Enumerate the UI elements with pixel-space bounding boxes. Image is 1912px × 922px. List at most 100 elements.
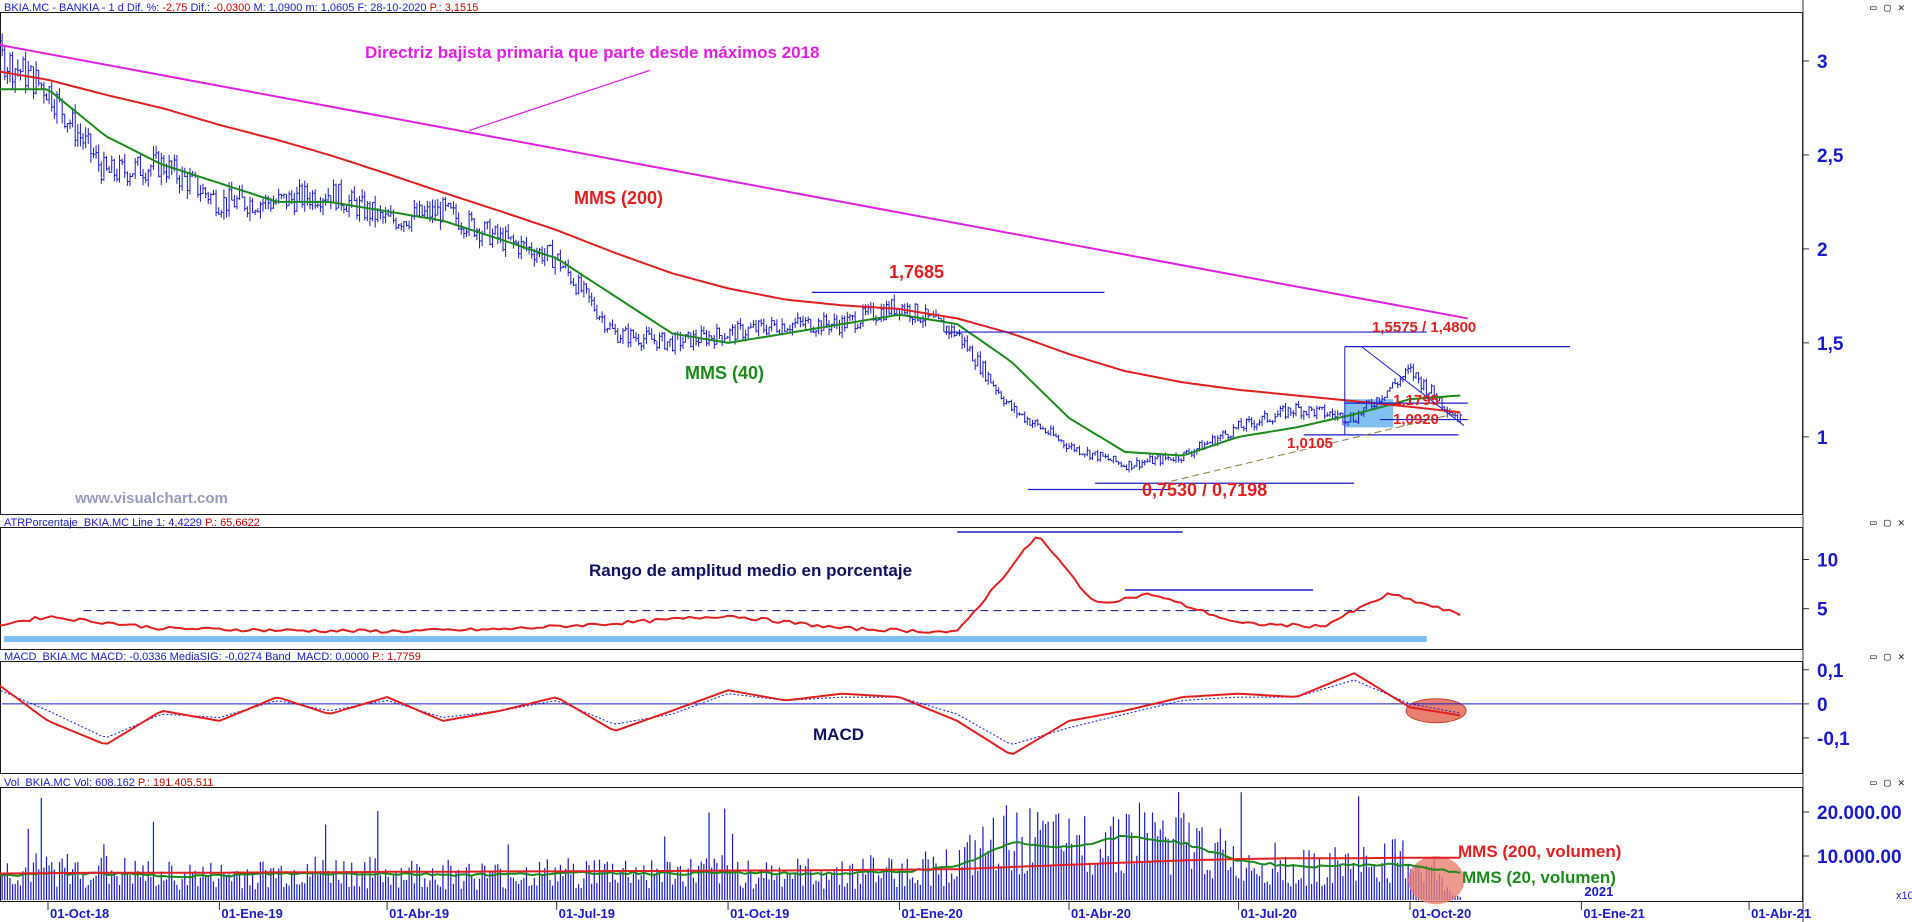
header-field: M: 1,0900 (250, 2, 302, 14)
price-ytick-label: 1 (1817, 428, 1828, 449)
close-button[interactable]: ✕ (1898, 516, 1905, 529)
close-button[interactable]: ✕ (1898, 1, 1905, 14)
level-mid-label: 1,5575 / 1,4800 (1372, 319, 1476, 336)
volume-panel-buttons: ▭ ▢ ✕ (1870, 776, 1905, 789)
xtick-label: 01-Ene-21 (1583, 906, 1644, 921)
header-field: F: 28-10-2020 (354, 2, 426, 14)
header-field: -0,0300 (210, 2, 250, 14)
header-field: Vol_BKIA.MC (4, 777, 71, 789)
maximize-button[interactable]: ▢ (1884, 776, 1891, 789)
maximize-button[interactable]: ▢ (1884, 650, 1891, 663)
maximize-button[interactable]: ▢ (1884, 1, 1891, 14)
axis-labels: 3 2,5 2 1,5 1 10 5 0,1 0 -0,1 20.000.00 10.000.00 01… (47, 52, 1902, 921)
level-c-label: 1,0105 (1287, 435, 1333, 452)
xtick-label: 01-Jul-20 (1241, 906, 1297, 921)
year-marker: 2021 (1584, 884, 1613, 899)
minimize-button[interactable]: ▭ (1870, 1, 1877, 14)
atr-header: ATRPorcentaje_BKIA.MC Line 1: 4,4229 P.:… (4, 517, 260, 529)
header-field: MediaSIG: -0,0274 (167, 651, 262, 663)
atr-ytick-label: 5 (1817, 600, 1828, 621)
header-field: BKIA.MC - BANKIA - 1 d (4, 2, 124, 14)
sma200-line (0, 70, 1461, 414)
price-ytick-label: 1,5 (1817, 334, 1844, 355)
volume-sma200-label: MMS (200, volumen) (1458, 842, 1621, 861)
header-field: P.: 1,7759 (369, 651, 421, 663)
macd-line (0, 672, 1461, 755)
minimize-button[interactable]: ▭ (1870, 776, 1877, 789)
macd-ytick-label: 0 (1817, 695, 1828, 716)
macd-ytick-label: 0,1 (1817, 661, 1844, 682)
volume-scale-badge: x10 (1896, 890, 1912, 902)
volume-sma20-label: MMS (20, volumen) (1462, 868, 1616, 887)
xtick-label: 01-Abr-19 (389, 906, 449, 921)
macd-panel-frame (0, 661, 1803, 774)
xtick-label: 01-Abr-21 (1751, 906, 1811, 921)
volume-bars (0, 792, 1461, 900)
atr-panel-buttons: ▭ ▢ ✕ (1870, 516, 1905, 529)
trendline (0, 44, 1468, 320)
volume-header: Vol_BKIA.MC Vol: 608.162 P.: 191.405.511 (4, 777, 213, 789)
macd-ytick-label: -0,1 (1817, 729, 1850, 750)
level-a-label: 1,1795 (1393, 392, 1439, 409)
trendline-pointer (468, 69, 651, 132)
xtick-label: 01-Abr-20 (1071, 906, 1131, 921)
price-plot (0, 30, 1571, 491)
price-panel-buttons: ▭ ▢ ✕ (1870, 1, 1905, 14)
minimize-button[interactable]: ▭ (1870, 516, 1877, 529)
volume-ytick-label: 10.000.00 (1817, 847, 1902, 868)
volume-sma200 (0, 856, 1461, 875)
atr-ytick-label: 10 (1817, 551, 1838, 572)
header-field: P.: 65,6622 (202, 517, 260, 529)
header-field: -2,75 (159, 2, 187, 14)
sma200-label: MMS (200) (574, 188, 663, 208)
xtick-label: 01-Oct-19 (730, 906, 789, 921)
macd-header: MACD_BKIA.MC MACD: -0,0336 MediaSIG: -0,… (4, 651, 421, 663)
price-ytick-label: 3 (1817, 52, 1828, 73)
atr-annotation: Rango de amplitud medio en porcentaje (589, 561, 912, 580)
sma40-line (0, 88, 1461, 457)
header-field: Dif. %: (124, 2, 159, 14)
close-button[interactable]: ✕ (1898, 776, 1905, 789)
volume-sma20 (0, 835, 1461, 879)
atr-plot (0, 531, 1461, 642)
volume-highlight (1408, 856, 1465, 905)
header-field: MACD: -0,0336 (88, 651, 167, 663)
header-field: Vol: 608.162 (71, 777, 135, 789)
header-field: P.: 191.405.511 (135, 777, 214, 789)
header-field: Dif.: (187, 2, 210, 14)
macd-plot (0, 672, 1802, 755)
support-dashed (1160, 411, 1461, 485)
level-low-label: 0,7530 / 0,7198 (1142, 480, 1267, 500)
macd-signal (0, 679, 1461, 745)
volume-ytick-label: 20.000.00 (1817, 803, 1902, 824)
price-ytick-label: 2,5 (1817, 146, 1844, 167)
xtick-label: 01-Ene-19 (221, 906, 282, 921)
atr-highlight (4, 636, 1427, 642)
sma40-label: MMS (40) (685, 363, 764, 383)
watermark: www.visualchart.com (74, 490, 228, 507)
minimize-button[interactable]: ▭ (1870, 650, 1877, 663)
atr-line (0, 536, 1461, 634)
flag-line (1361, 346, 1465, 426)
price-bars (0, 30, 1463, 473)
header-field: MACD_BKIA.MC (4, 651, 88, 663)
header-field: P.: 3,1515 (427, 2, 479, 14)
header-field: m: 1,0605 (302, 2, 354, 14)
xtick-label: 01-Jul-19 (559, 906, 615, 921)
price-ytick-label: 2 (1817, 240, 1828, 261)
maximize-button[interactable]: ▢ (1884, 516, 1891, 529)
header-field: ATRPorcentaje_BKIA.MC (4, 517, 129, 529)
xtick-label: 01-Oct-20 (1412, 906, 1471, 921)
volume-plot (0, 792, 1465, 905)
panel-frames (0, 12, 1803, 902)
macd-annotation: MACD (813, 725, 864, 744)
header-field: Band_MACD: 0,0000 (262, 651, 369, 663)
close-button[interactable]: ✕ (1898, 650, 1905, 663)
xtick-label: 01-Oct-18 (50, 906, 109, 921)
level-high-label: 1,7685 (889, 262, 944, 282)
price-header: BKIA.MC - BANKIA - 1 d Dif. %: -2,75 Dif… (4, 2, 478, 14)
trendline-label: Directriz bajista primaria que parte des… (365, 43, 819, 62)
xtick-label: 01-Ene-20 (901, 906, 962, 921)
level-b-label: 1,0920 (1393, 411, 1439, 428)
